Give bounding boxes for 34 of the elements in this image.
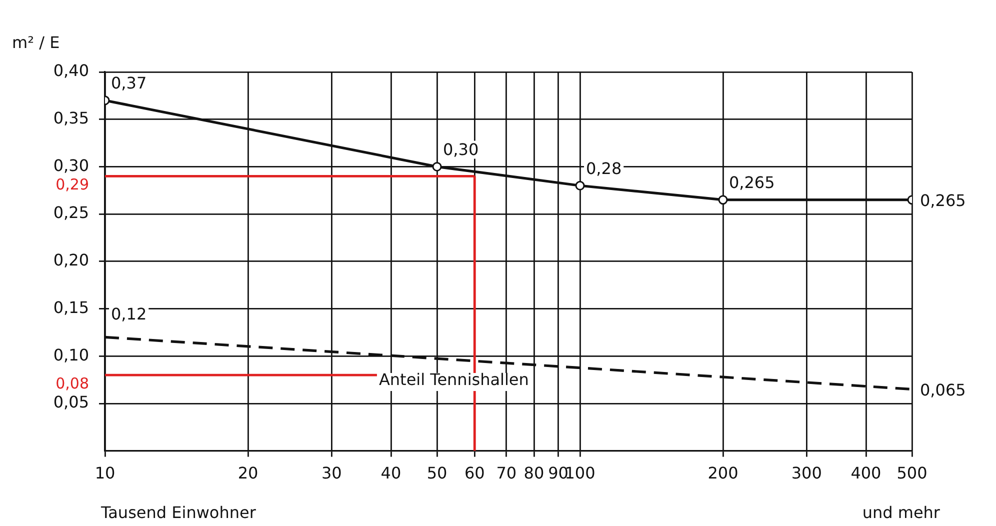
- data-label: 0,12: [111, 304, 147, 324]
- y-tick-label: 0,25: [53, 203, 89, 222]
- x-tick-label: 80: [524, 464, 544, 483]
- y-tick-label: 0,15: [53, 298, 89, 317]
- x-tick-label: 200: [708, 464, 738, 483]
- data-label: 0,265: [920, 191, 966, 210]
- x-tick-label: 70: [496, 464, 517, 483]
- x-tick-label: 20: [238, 464, 258, 483]
- x-tick-label: 500: [896, 464, 928, 483]
- data-label: 0,30: [443, 140, 479, 159]
- y-tick-label: 0,35: [53, 108, 89, 128]
- x-tick-label: 300: [791, 464, 822, 483]
- y-tick-label: 0,20: [53, 250, 89, 270]
- x-tick-label: 90: [548, 464, 568, 483]
- y-tick-label: 0,05: [53, 392, 89, 412]
- data-label: 0,065: [920, 380, 966, 400]
- x-tick-label: 400: [850, 464, 882, 483]
- ref-line-label: 0,29: [56, 176, 89, 194]
- x-tick-label: 10: [94, 464, 116, 483]
- y-tick-label: 0,40: [53, 61, 89, 80]
- ref-line-label: 0,08: [56, 374, 89, 392]
- data-label: 0,265: [728, 173, 775, 192]
- y-tick-label: 0,30: [53, 156, 89, 175]
- data-label: 0,28: [586, 158, 622, 178]
- x-tick-label: 30: [321, 464, 342, 483]
- y-tick-label: 0,10: [53, 345, 89, 364]
- series-label: Anteil Tennishallen: [378, 370, 529, 390]
- data-label: 0,37: [111, 74, 147, 93]
- x-tick-label: 60: [464, 464, 485, 483]
- x-tick-label: 40: [380, 464, 402, 483]
- text: und mehr: [862, 503, 940, 522]
- x-axis-title: Tausend Einwohner: [100, 503, 256, 522]
- y-axis-title: m² / E: [12, 33, 60, 52]
- x-tick-label: 50: [426, 464, 448, 483]
